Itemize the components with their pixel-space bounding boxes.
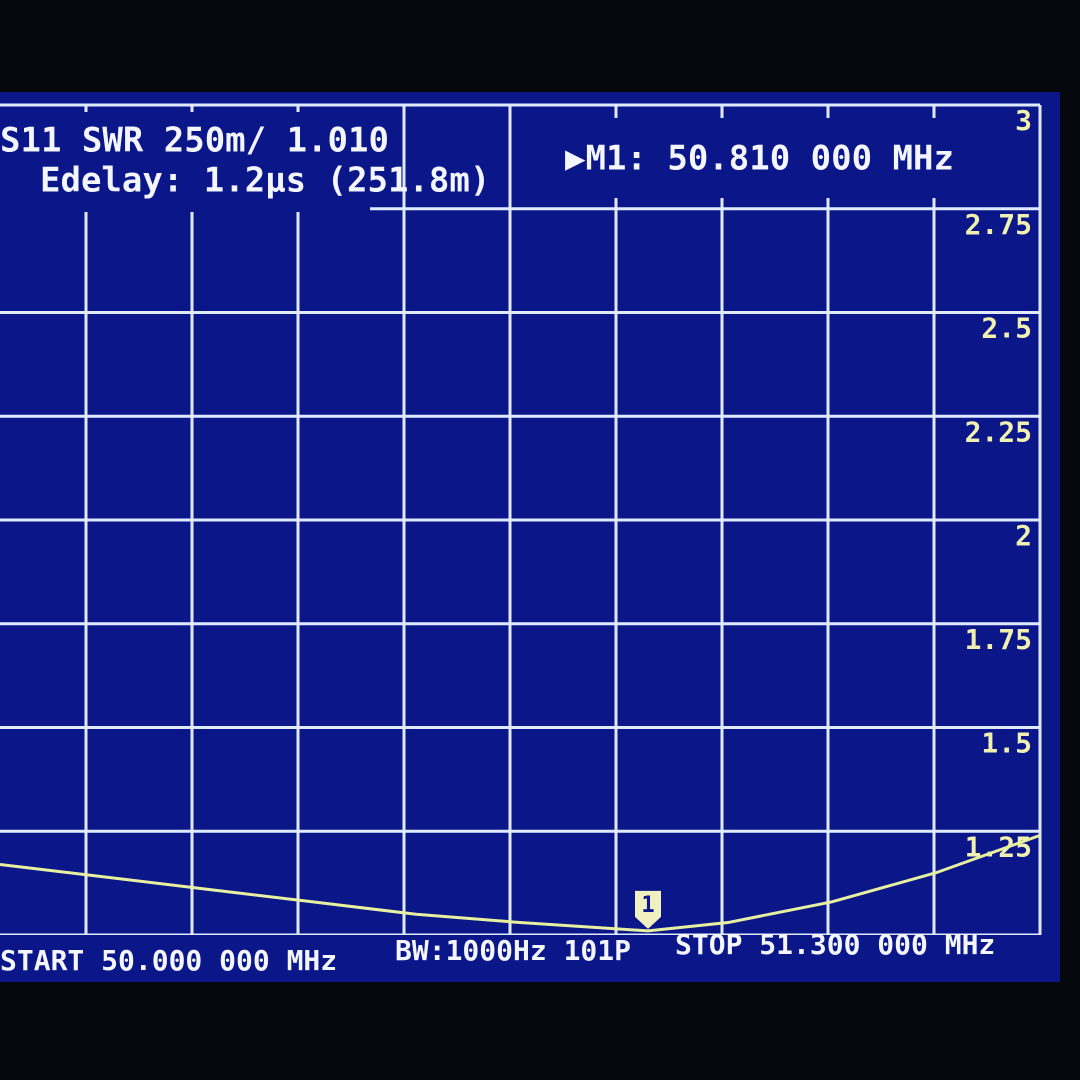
header-bg <box>0 112 370 212</box>
y-tick-label: 2 <box>1015 519 1032 552</box>
tick-label-bg <box>955 107 1035 137</box>
start-freq: START 50.000 000 MHz <box>0 944 337 977</box>
swr-trace <box>0 833 1041 933</box>
tick-label-bg <box>955 729 1035 760</box>
tick-label-bg <box>955 625 1035 656</box>
tick-label-bg <box>955 418 1035 449</box>
marker-readout: ▶M1: 50.810 000 MHz <box>565 139 954 179</box>
bandwidth: BW:1000Hz 101P <box>395 934 631 967</box>
y-tick-label: 2.25 <box>965 415 1032 448</box>
trace-label: S11 SWR 250m/ 1.010 <box>0 121 389 161</box>
y-tick-label: 3 <box>1015 104 1032 137</box>
y-tick-label: 2.75 <box>965 208 1032 241</box>
y-tick-label: 1.75 <box>965 623 1032 656</box>
display <box>0 92 1060 982</box>
tick-label-bg <box>955 522 1035 552</box>
tick-label-bg <box>955 833 1035 864</box>
stop-freq: STOP 51.300 000 MHz <box>675 928 995 961</box>
marker-label: 1 <box>641 893 654 918</box>
footer-bg <box>0 935 1060 980</box>
tick-label-bg <box>955 210 1035 241</box>
y-tick-label: 1.5 <box>981 727 1032 760</box>
tick-label-bg <box>955 314 1035 345</box>
edelay: Edelay: 1.2µs (251.8m) <box>40 161 490 201</box>
y-tick-label: 2.5 <box>981 312 1032 345</box>
marker <box>635 890 661 929</box>
header-bg <box>550 118 950 198</box>
